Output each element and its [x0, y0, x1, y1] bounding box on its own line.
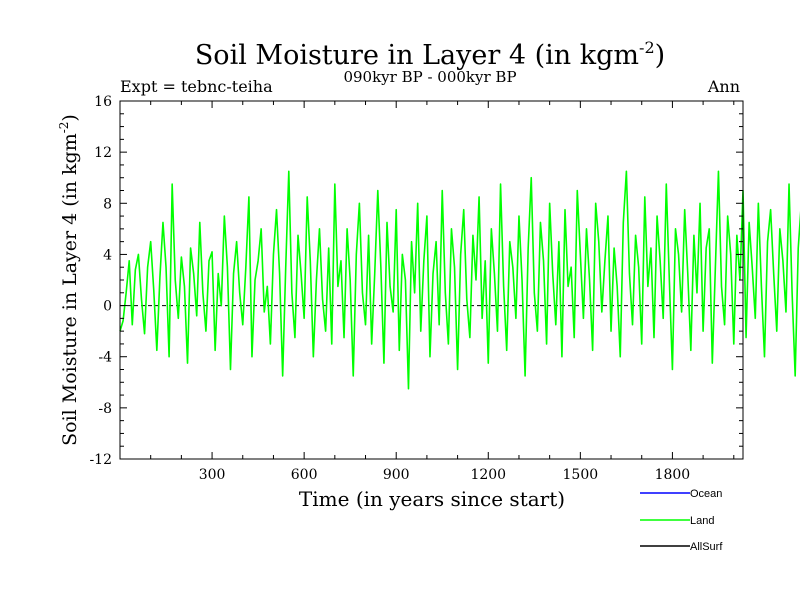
x-tick-label: 300 [199, 467, 226, 483]
legend-label-allsurf: AllSurf [690, 541, 723, 553]
series-line-land [119, 170, 800, 390]
legend-label-land: Land [690, 515, 714, 527]
y-tick-label: 0 [103, 299, 112, 315]
expt-label: Expt = tebnc-teiha [120, 77, 273, 96]
y-tick-label: 4 [103, 247, 112, 263]
y-axis-label: Soil Moisture in Layer 4 (in kgm-2) [57, 114, 81, 446]
x-axis-label: Time (in years since start) [299, 487, 565, 511]
legend-label-ocean: Ocean [690, 488, 722, 500]
y-tick-label: 16 [94, 94, 112, 110]
y-tick-label: 12 [94, 145, 112, 161]
chart-title: Soil Moisture in Layer 4 (in kgm-2) [195, 38, 665, 71]
x-tick-label: 600 [291, 467, 318, 483]
chart-subtitle: 090kyr BP - 000kyr BP [343, 68, 516, 86]
legend: Ocean Land AllSurf [640, 488, 723, 553]
period-label: Ann [707, 77, 740, 96]
x-tick-label: 1800 [655, 467, 691, 483]
y-tick-label: -12 [89, 452, 112, 468]
plot-area: -12 -8 -4 0 4 8 12 16 300 600 900 1200 1500 1800 [89, 94, 800, 483]
x-tick-label: 1200 [470, 467, 506, 483]
x-tick-label: 900 [383, 467, 410, 483]
y-tick-label: 8 [103, 196, 112, 212]
y-tick-label: -8 [98, 401, 112, 417]
x-tick-label: 1500 [563, 467, 599, 483]
y-tick-label: -4 [98, 350, 112, 366]
